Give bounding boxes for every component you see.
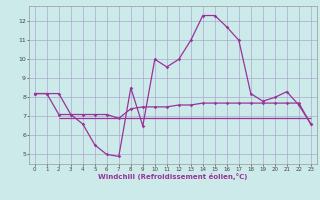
X-axis label: Windchill (Refroidissement éolien,°C): Windchill (Refroidissement éolien,°C) (98, 173, 247, 180)
